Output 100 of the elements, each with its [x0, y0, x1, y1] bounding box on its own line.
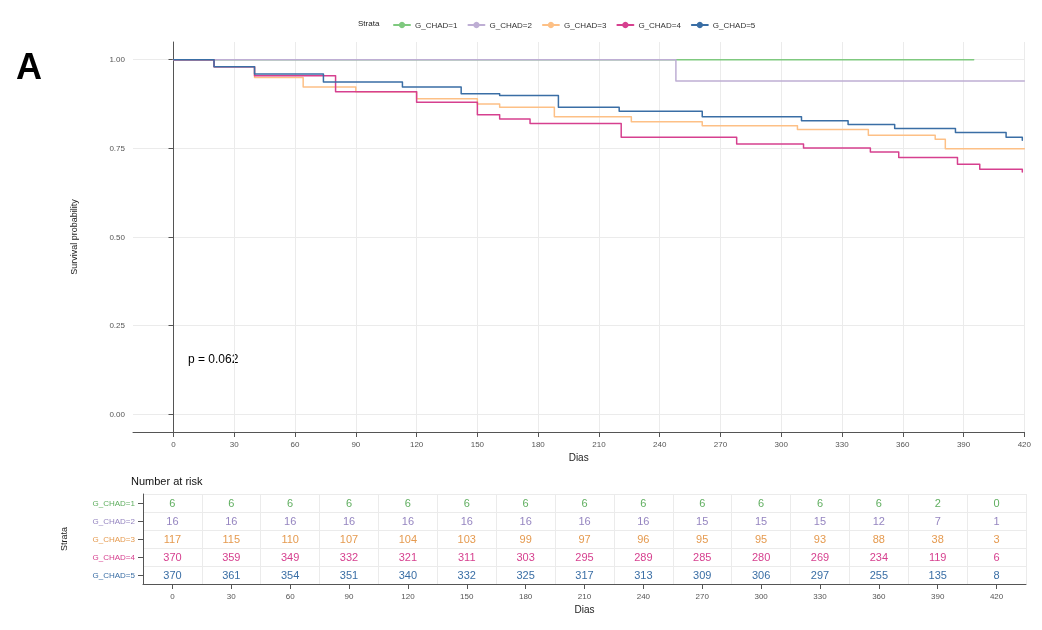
data-label: 297 [810, 569, 830, 581]
data-label: 117 [163, 533, 182, 545]
x-axis-title: Dias [574, 604, 595, 616]
data-label: 370 [163, 569, 182, 581]
data-label: 8 [993, 569, 1000, 581]
legend-label: G_CHAD=4 [638, 20, 682, 30]
y-tick-label: 0.50 [109, 232, 126, 242]
x-tick-label: 30 [229, 439, 240, 449]
data-label: 6 [287, 497, 294, 509]
data-label: 16 [166, 515, 179, 527]
data-label: 6 [993, 551, 1000, 563]
annotation: p = 0.062 [188, 352, 239, 366]
data-label: 0 [993, 497, 1000, 509]
data-label: 2 [934, 497, 941, 509]
data-label: 16 [284, 515, 297, 527]
x-tick-label: 90 [351, 439, 361, 449]
data-label: 103 [457, 533, 476, 545]
data-label: 303 [516, 551, 535, 563]
data-label: 6 [404, 497, 411, 509]
data-label: 6 [169, 497, 176, 509]
data-label: 16 [401, 515, 415, 527]
data-label: 107 [339, 533, 359, 545]
data-label: 340 [398, 569, 418, 581]
data-label: 16 [460, 515, 473, 527]
x-tick-label: 390 [956, 439, 971, 449]
data-label: 12 [872, 515, 885, 527]
x-tick-label: 270 [695, 591, 710, 601]
x-tick-label: 0 [171, 439, 177, 449]
data-label: 289 [634, 551, 653, 563]
data-label: 6 [816, 497, 824, 509]
data-label: 99 [519, 533, 532, 545]
data-label: 95 [754, 533, 768, 545]
data-label: 7 [934, 515, 941, 527]
data-label: 3 [993, 533, 1000, 545]
y-tick-label: G_CHAD=1 [92, 498, 136, 508]
data-label: 16 [637, 515, 650, 527]
legend-label: G_CHAD=2 [489, 20, 533, 30]
x-tick-label: 420 [1017, 439, 1032, 449]
data-label: 16 [342, 515, 356, 527]
data-label: 317 [575, 569, 594, 581]
data-label: 255 [869, 569, 889, 581]
y-axis-title: Strata [58, 526, 69, 552]
data-label: 6 [581, 497, 588, 509]
chart-title: Number at risk [131, 474, 204, 487]
data-label: 311 [457, 551, 476, 563]
x-tick-label: 300 [754, 591, 769, 601]
y-tick-label: G_CHAD=5 [92, 570, 136, 580]
y-tick-label: 0.75 [109, 143, 126, 153]
x-tick-label: 330 [813, 591, 828, 601]
data-label: 16 [519, 515, 532, 527]
data-label: 96 [637, 533, 650, 545]
text: A [16, 45, 42, 87]
legend-label: G_CHAD=3 [563, 20, 607, 30]
data-label: 370 [163, 551, 182, 563]
x-tick-label: 210 [592, 439, 607, 449]
legend-title: Strata [358, 18, 380, 28]
x-tick-label: 390 [931, 591, 945, 601]
x-tick-label: 180 [531, 439, 546, 449]
data-label: 351 [339, 569, 359, 581]
data-label: 88 [872, 533, 885, 545]
x-tick-label: 60 [290, 439, 301, 449]
x-tick-label: 150 [470, 439, 485, 449]
data-label: 135 [928, 569, 947, 581]
data-label: 269 [810, 551, 830, 563]
data-label: 332 [339, 551, 359, 563]
data-label: 361 [222, 569, 241, 581]
y-axis-title: Survival probability [68, 198, 79, 275]
data-label: 6 [228, 497, 235, 509]
y-tick-label: 0.25 [109, 321, 126, 331]
data-label: 359 [222, 551, 241, 563]
data-label: 1 [993, 515, 1000, 527]
data-label: 15 [754, 515, 768, 527]
x-tick-label: 360 [896, 439, 910, 449]
data-label: 6 [345, 497, 353, 509]
data-label: 6 [758, 497, 765, 509]
x-tick-label: 270 [713, 439, 728, 449]
data-label: 332 [457, 569, 476, 581]
x-tick-label: 240 [653, 439, 667, 449]
data-label: 6 [875, 497, 882, 509]
x-tick-label: 120 [409, 439, 424, 449]
y-tick-label: G_CHAD=3 [92, 534, 136, 544]
data-label: 309 [693, 569, 712, 581]
x-tick-label: 300 [774, 439, 789, 449]
y-tick-label: 1.00 [109, 55, 126, 65]
x-tick-label: 330 [835, 439, 850, 449]
data-label: 95 [696, 533, 709, 545]
data-label: 321 [398, 551, 418, 563]
data-label: 104 [398, 533, 418, 545]
data-label: 97 [578, 533, 591, 545]
x-tick-label: 90 [344, 591, 355, 601]
data-label: 6 [699, 497, 706, 509]
data-label: 6 [640, 497, 647, 509]
data-label: 295 [575, 551, 594, 563]
x-tick-label: 150 [460, 591, 474, 601]
y-tick-label: G_CHAD=4 [92, 552, 136, 562]
legend-label: G_CHAD=1 [415, 20, 459, 30]
x-tick-label: 240 [636, 591, 651, 601]
data-label: 15 [813, 515, 827, 527]
data-label: 306 [751, 569, 771, 581]
y-tick-label: 0.00 [109, 409, 126, 419]
